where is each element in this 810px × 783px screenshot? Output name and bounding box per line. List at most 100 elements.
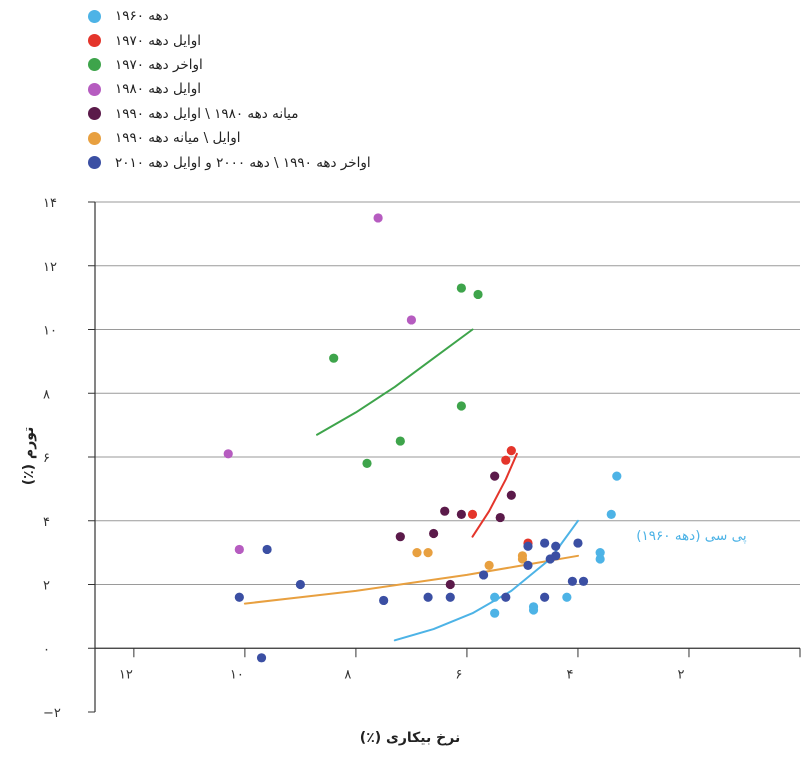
legend-swatch: [88, 107, 101, 121]
fitted-curve: [471, 452, 518, 538]
data-point: [578, 576, 589, 586]
x-tick-label: ۱۲: [119, 667, 133, 682]
data-point: [379, 595, 389, 606]
data-point: [395, 532, 405, 542]
data-point: [234, 592, 244, 602]
data-point: [517, 551, 528, 561]
data-point: [362, 458, 372, 468]
legend-item: اوایل دهه ۱۹۷۰: [88, 28, 371, 52]
legend-label: اواخر دهه ۱۹۷۰: [115, 56, 203, 73]
data-point: [262, 544, 272, 555]
y-tick-label: ۱۲: [43, 260, 57, 275]
legend-item: دهه ۱۹۶۰: [88, 4, 371, 28]
legend-swatch: [88, 156, 101, 170]
data-point: [540, 538, 550, 548]
axes: [88, 201, 801, 713]
data-point: [467, 509, 478, 519]
y-tick-label: ۴: [43, 515, 50, 530]
y-tick-label: −۲: [43, 706, 61, 721]
x-tick-label: ۲: [677, 667, 684, 682]
data-point: [445, 579, 455, 590]
data-point: [551, 551, 561, 561]
data-point: [501, 455, 511, 465]
data-point: [567, 576, 578, 586]
data-point: [490, 471, 500, 481]
data-point: [423, 548, 433, 558]
data-point: [540, 592, 550, 602]
data-points: [223, 213, 622, 663]
data-point: [595, 554, 605, 564]
legend-item: اواخر دهه ۱۹۹۰ \ دهه ۲۰۰۰ و اوایل دهه ۲۰…: [88, 150, 371, 174]
data-point: [256, 653, 267, 663]
legend-swatch: [88, 34, 101, 48]
data-point: [490, 592, 500, 602]
legend-item: میانه دهه ۱۹۸۰ \ اوایل دهه ۱۹۹۰: [88, 102, 371, 126]
data-point: [523, 560, 533, 570]
data-point: [423, 592, 433, 602]
legend-label: اوایل \ میانه دهه ۱۹۹۰: [115, 130, 241, 147]
data-point: [406, 315, 417, 325]
y-tick-label: ۶: [43, 451, 50, 466]
data-point: [473, 289, 483, 300]
y-tick-label: ۲: [43, 579, 50, 594]
x-tick-label: ۶: [455, 667, 462, 682]
data-point: [456, 509, 466, 519]
axis-labels: ۱۴ ۱۲ ۱۰ ۸ ۶ ۴ ۲ ۰ −۲ ۱۲ ۱۰ ۸ ۶ ۴ ۲ پی سی (دهه ۱۹۶۰): [43, 196, 747, 721]
x-tick-label: ۸: [344, 667, 351, 682]
y-axis-title: تورم (٪): [21, 427, 37, 486]
legend-label: دهه ۱۹۶۰: [115, 8, 169, 25]
data-point: [234, 544, 244, 555]
x-axis-title: نرخ بیکاری (٪): [360, 730, 460, 746]
data-point: [440, 506, 450, 516]
x-tick-label: ۱۰: [230, 667, 244, 682]
data-point: [606, 509, 616, 519]
legend-label: اوایل دهه ۱۹۸۰: [115, 81, 201, 98]
data-point: [412, 548, 422, 558]
legend-swatch: [88, 58, 101, 72]
data-point: [395, 436, 405, 446]
data-point: [373, 213, 383, 223]
y-tick-label: ۰: [43, 642, 50, 657]
y-tick-label: ۱۴: [43, 196, 57, 211]
data-point: [445, 592, 455, 602]
data-point: [484, 560, 494, 570]
curve-annotation: پی سی (دهه ۱۹۶۰): [636, 528, 747, 544]
data-point: [506, 446, 516, 456]
legend-swatch: [88, 131, 101, 145]
data-point: [523, 541, 533, 551]
data-point: [456, 401, 466, 411]
data-point: [501, 592, 511, 602]
legend-label: اوایل دهه ۱۹۷۰: [115, 32, 201, 49]
fitted-curves: [243, 328, 579, 642]
fitted-curve: [243, 554, 579, 605]
legend-label: اواخر دهه ۱۹۹۰ \ دهه ۲۰۰۰ و اوایل دهه ۲۰…: [115, 154, 371, 171]
x-tick-label: ۴: [566, 667, 573, 682]
legend-label: میانه دهه ۱۹۸۰ \ اوایل دهه ۱۹۹۰: [115, 105, 299, 122]
fitted-curve: [316, 328, 474, 436]
data-point: [595, 548, 605, 558]
data-point: [506, 490, 516, 500]
chart-legend: دهه ۱۹۶۰ اوایل دهه ۱۹۷۰ اواخر دهه ۱۹۷۰ اوای…: [88, 4, 371, 175]
data-point: [329, 353, 339, 363]
y-tick-label: ۱۰: [43, 324, 57, 339]
data-point: [295, 579, 305, 590]
data-point: [612, 471, 622, 481]
data-point: [429, 528, 439, 539]
data-point: [528, 602, 539, 612]
data-point: [478, 570, 489, 580]
legend-swatch: [88, 82, 101, 96]
legend-swatch: [88, 9, 101, 23]
data-point: [573, 538, 583, 548]
y-tick-label: ۸: [43, 387, 50, 402]
legend-item: اوایل دهه ۱۹۸۰: [88, 77, 371, 101]
data-point: [456, 283, 466, 293]
data-point: [490, 608, 500, 618]
data-point: [551, 541, 561, 551]
legend-item: اواخر دهه ۱۹۷۰: [88, 53, 371, 77]
grid-lines: [95, 201, 800, 585]
legend-item: اوایل \ میانه دهه ۱۹۹۰: [88, 126, 371, 150]
data-point: [495, 512, 505, 523]
data-point: [562, 592, 572, 602]
data-point: [223, 449, 233, 459]
